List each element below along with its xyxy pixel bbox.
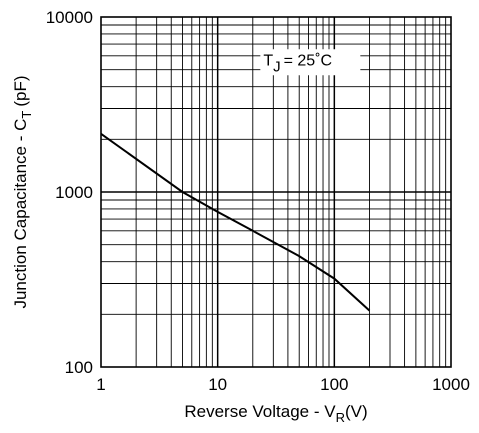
x-tick-label: 1	[96, 375, 105, 394]
series-line-0	[100, 132, 371, 312]
x-axis-label-unit: (V)	[345, 402, 368, 421]
x-axis-label-subscript: R	[336, 410, 345, 425]
major-grid	[101, 17, 451, 367]
y-axis-label: Junction Capacitance - CT (pF)	[11, 75, 34, 308]
annotation-main: T	[263, 52, 273, 69]
x-tick-label: 100	[320, 375, 348, 394]
annotation-rest: = 25˚C	[284, 52, 332, 69]
annotation-background	[260, 49, 361, 76]
x-tick-label: 10	[208, 375, 227, 394]
x-tick-label: 1000	[432, 375, 470, 394]
minor-grid-horizontal	[101, 24, 451, 315]
y-tick-label: 100	[65, 358, 93, 377]
y-tick-label: 1000	[55, 183, 93, 202]
y-axis-label-unit: (pF)	[11, 75, 30, 106]
annotation-subscript: J	[273, 58, 281, 75]
y-axis-label-main: Junction Capacitance - C	[11, 119, 30, 309]
series-group	[100, 132, 371, 312]
y-axis-label-subscript: T	[19, 111, 34, 119]
y-tick-labels: 100 1000 10000	[46, 8, 93, 377]
annotation-text: TJ = 25˚C	[263, 52, 332, 75]
x-tick-labels: 1 10 100 1000	[96, 375, 470, 394]
annotation: TJ = 25˚C	[260, 49, 361, 76]
x-axis-label: Reverse Voltage - VR(V)	[184, 402, 367, 425]
y-tick-label: 10000	[46, 8, 93, 27]
x-axis-label-main: Reverse Voltage - V	[184, 402, 336, 421]
plot-frame	[100, 16, 452, 368]
